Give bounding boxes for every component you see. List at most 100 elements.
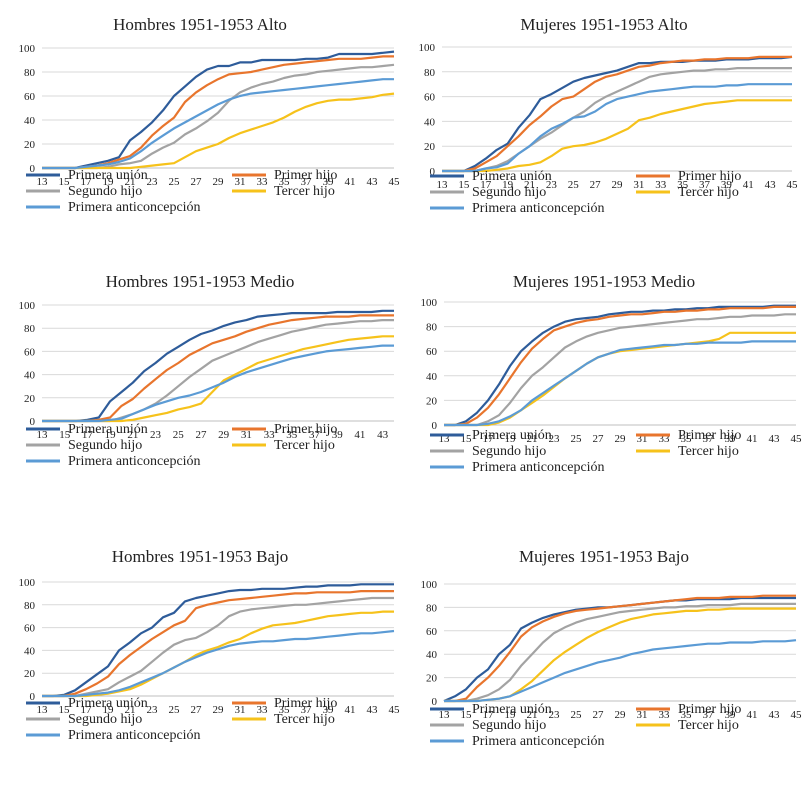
series-line-tercer-hijo [42,92,395,170]
x-tick-label: 19 [502,179,514,191]
y-tick-label: 60 [24,623,36,635]
chart-svg: Hombres 1951-1953 Bajo 0 20 40 60 80 100 13 15 17… [19,547,401,743]
series-line-primera-anticoncepcion [42,78,394,170]
chart-svg: Hombres 1951-1953 Medio 0 20 40 60 80 100 13 15 1… [19,272,394,469]
series-line-primera-union [444,304,796,427]
legend-label-primer-hijo: Primer hijo [678,702,741,717]
chart-title: Hombres 1951-1953 Medio [106,272,295,291]
legend-label-segundo-hijo: Segundo hijo [68,438,142,453]
x-tick-label: 39 [323,704,335,716]
x-tick-label: 23 [150,429,162,441]
x-tick-label: 19 [103,176,115,188]
y-tick-label: 40 [426,649,438,661]
x-tick-label: 33 [257,176,269,188]
x-tick-label: 33 [659,709,671,721]
x-tick-label: 29 [612,179,624,191]
x-tick-label: 17 [483,709,495,721]
legend-label-tercer-hijo: Tercer hijo [678,185,739,200]
x-tick-label: 29 [615,709,627,721]
legend-label-primera-anticoncepcion: Primera anticoncepción [472,734,605,749]
x-tick-label: 23 [549,709,561,721]
x-tick-label: 39 [725,709,737,721]
x-tick-label: 41 [747,709,758,721]
chart-svg: Mujeres 1951-1953 Medio 0 20 40 60 80 100 13 15 1… [421,272,803,475]
x-tick-label: 17 [81,176,93,188]
series-line-segundo-hijo [444,602,796,703]
y-tick-label: 60 [24,346,36,358]
x-tick-label: 33 [257,704,269,716]
x-tick-label: 15 [59,429,71,441]
y-tick-label: 60 [24,91,36,103]
y-tick-label: 40 [426,371,438,383]
x-tick-label: 45 [389,704,401,716]
legend-label-tercer-hijo: Tercer hijo [678,444,739,459]
x-tick-label: 29 [218,429,230,441]
chart-panel: Mujeres 1951-1953 Bajo 0 20 40 60 80 100 13 15 17… [404,526,809,792]
x-tick-label: 43 [367,176,379,188]
legend-label-primer-hijo: Primer hijo [678,428,741,443]
series-line-primera-union [442,55,793,173]
x-tick-label: 29 [213,704,225,716]
x-tick-label: 23 [147,704,159,716]
legend-label-tercer-hijo: Tercer hijo [274,712,335,727]
x-tick-label: 39 [725,433,737,445]
y-tick-label: 20 [426,395,438,407]
y-tick-label: 80 [24,323,36,335]
chart-title: Mujeres 1951-1953 Alto [520,15,687,34]
x-tick-label: 17 [82,429,94,441]
x-tick-label: 27 [593,709,605,721]
y-tick-label: 80 [24,67,36,79]
x-tick-label: 41 [743,179,754,191]
x-tick-label: 13 [37,704,49,716]
legend-label-primera-union: Primera unión [472,702,552,717]
legend-label-segundo-hijo: Segundo hijo [472,444,546,459]
x-tick-label: 17 [483,433,495,445]
x-tick-label: 31 [235,704,246,716]
chart-panel: Hombres 1951-1953 Medio 0 20 40 60 80 100 13 15 1… [0,262,404,526]
x-tick-label: 37 [309,429,321,441]
x-tick-label: 35 [681,709,693,721]
x-tick-label: 15 [59,176,71,188]
chart-title: Mujeres 1951-1953 Medio [513,272,695,291]
x-tick-label: 27 [191,176,203,188]
legend-label-segundo-hijo: Segundo hijo [68,184,142,199]
x-tick-label: 27 [195,429,207,441]
x-tick-label: 17 [480,179,492,191]
x-tick-label: 35 [286,429,298,441]
legend-label-primer-hijo: Primer hijo [274,696,337,711]
x-tick-label: 21 [527,709,538,721]
legend-label-primera-union: Primera unión [68,696,148,711]
x-tick-label: 15 [461,433,473,445]
x-tick-label: 31 [637,709,648,721]
x-tick-label: 19 [105,429,117,441]
x-tick-label: 13 [37,176,49,188]
x-tick-label: 35 [681,433,693,445]
x-tick-label: 17 [81,704,93,716]
series-line-segundo-hijo [442,66,792,173]
x-tick-label: 19 [505,433,517,445]
x-tick-label: 19 [103,704,115,716]
x-tick-label: 41 [345,704,356,716]
x-tick-label: 21 [125,176,136,188]
y-tick-label: 40 [424,116,436,128]
x-tick-label: 39 [332,429,344,441]
series-line-primera-anticoncepcion [42,344,394,423]
x-tick-label: 43 [377,429,389,441]
x-tick-label: 25 [169,704,181,716]
legend-label-primera-anticoncepcion: Primera anticoncepción [68,200,201,215]
legend-label-primera-anticoncepcion: Primera anticoncepción [68,454,201,469]
x-tick-label: 33 [659,433,671,445]
x-tick-label: 19 [505,709,517,721]
x-tick-label: 37 [301,704,313,716]
x-tick-label: 45 [389,176,401,188]
legend-label-primer-hijo: Primer hijo [274,422,337,437]
legend-label-segundo-hijo: Segundo hijo [472,718,546,733]
series-line-segundo-hijo [444,313,796,427]
x-tick-label: 39 [721,179,733,191]
series-line-primera-anticoncepcion [444,639,797,703]
chart-title: Mujeres 1951-1953 Bajo [519,547,689,566]
y-tick-label: 20 [24,668,36,680]
legend-label-tercer-hijo: Tercer hijo [678,718,739,733]
x-tick-label: 29 [213,176,225,188]
x-tick-label: 13 [437,179,449,191]
